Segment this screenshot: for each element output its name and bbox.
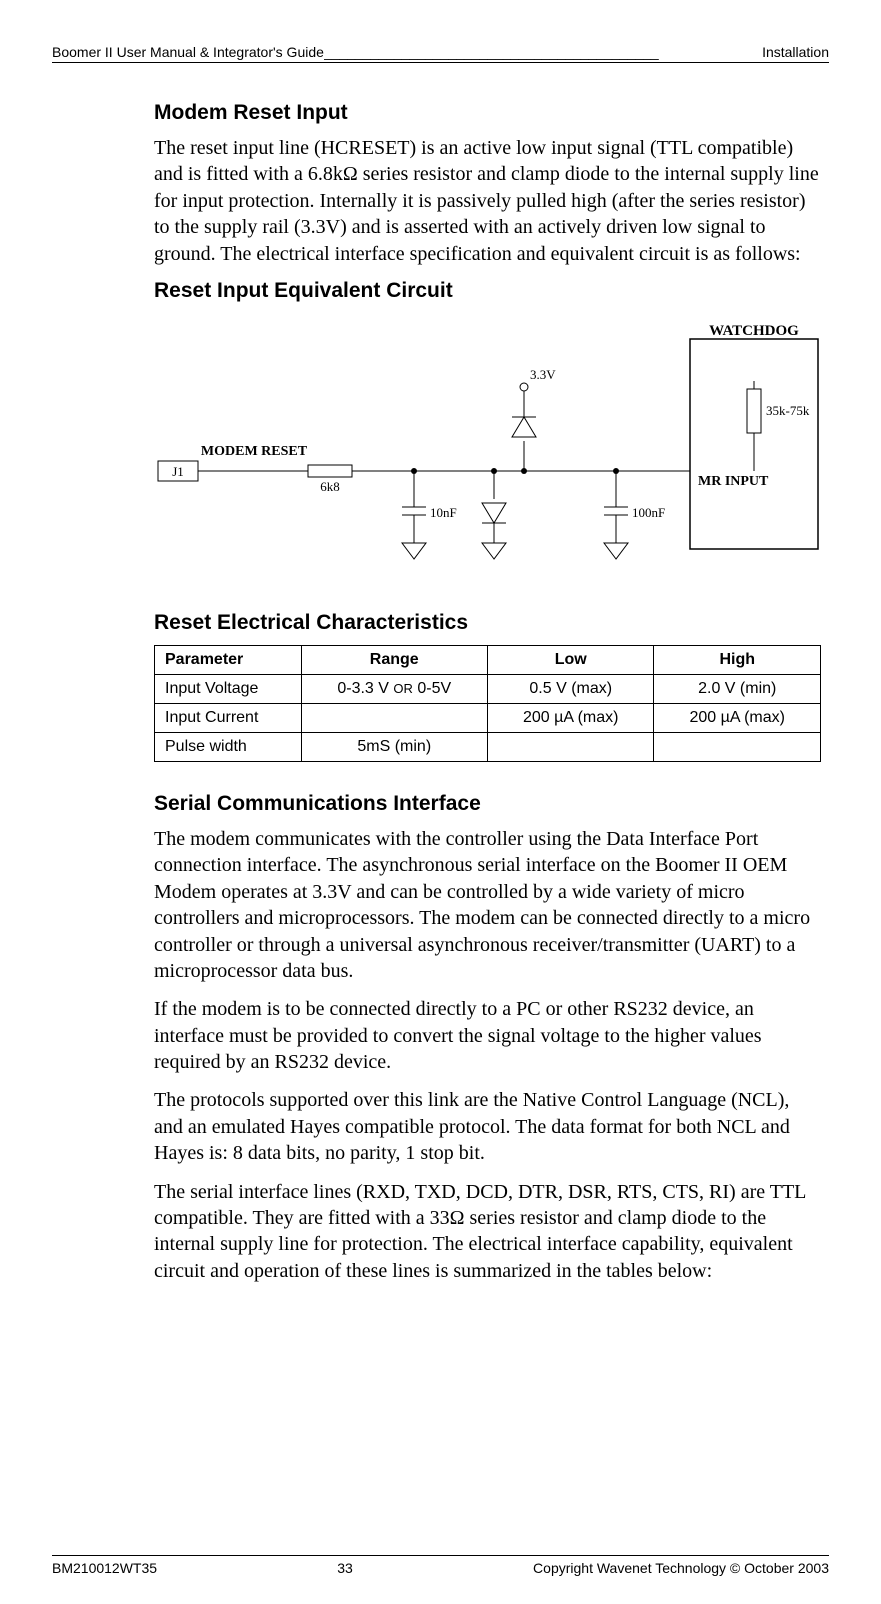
cell-parameter: Pulse width xyxy=(155,732,302,761)
running-header: Boomer II User Manual & Integrator's Gui… xyxy=(52,44,829,63)
label-modem-reset: MODEM RESET xyxy=(201,444,308,459)
cell-range: 0-3.3 V OR 0-5V xyxy=(301,674,487,703)
section-title-circuit: Reset Input Equivalent Circuit xyxy=(154,279,821,303)
para-serial-1: The modem communicates with the controll… xyxy=(154,826,821,984)
label-r-watchdog: 35k-75k xyxy=(766,403,810,418)
cell-high: 2.0 V (min) xyxy=(654,674,821,703)
table-row: Pulse width5mS (min) xyxy=(155,732,821,761)
th-range: Range xyxy=(301,645,487,674)
table-row: Input Voltage0-3.3 V OR 0-5V0.5 V (max)2… xyxy=(155,674,821,703)
figure-reset-circuit: WATCHDOG 35k-75k MR INPUT J1 MODEM RESET… xyxy=(154,321,821,579)
table-body: Input Voltage0-3.3 V OR 0-5V0.5 V (max)2… xyxy=(155,674,821,761)
label-3v3: 3.3V xyxy=(530,367,556,382)
cell-low: 200 µA (max) xyxy=(487,703,654,732)
label-mr-input: MR INPUT xyxy=(698,474,769,489)
cell-parameter: Input Voltage xyxy=(155,674,302,703)
label-10nf: 10nF xyxy=(430,505,457,520)
label-j1: J1 xyxy=(172,464,184,479)
label-watchdog: WATCHDOG xyxy=(709,323,799,339)
label-6k8: 6k8 xyxy=(320,479,340,494)
cell-low: 0.5 V (max) xyxy=(487,674,654,703)
th-parameter: Parameter xyxy=(155,645,302,674)
section-title-serial: Serial Communications Interface xyxy=(154,792,821,816)
section-title-characteristics: Reset Electrical Characteristics xyxy=(154,611,821,635)
para-serial-4: The serial interface lines (RXD, TXD, DC… xyxy=(154,1179,821,1285)
header-right: Installation xyxy=(762,44,829,60)
th-low: Low xyxy=(487,645,654,674)
footer-page-number: 33 xyxy=(337,1560,353,1576)
cell-parameter: Input Current xyxy=(155,703,302,732)
table-row: Input Current 200 µA (max)200 µA (max) xyxy=(155,703,821,732)
cell-high xyxy=(654,732,821,761)
footer-right: Copyright Wavenet Technology © October 2… xyxy=(533,1560,829,1576)
para-modem-reset: The reset input line (HCRESET) is an act… xyxy=(154,135,821,267)
para-serial-3: The protocols supported over this link a… xyxy=(154,1087,821,1166)
para-serial-2: If the modem is to be connected directly… xyxy=(154,996,821,1075)
footer-left: BM210012WT35 xyxy=(52,1560,157,1576)
section-title-modem-reset: Modem Reset Input xyxy=(154,101,821,125)
th-high: High xyxy=(654,645,821,674)
header-fill: ________________________________________… xyxy=(324,44,762,60)
label-100nf: 100nF xyxy=(632,505,665,520)
cell-range xyxy=(301,703,487,732)
cell-high: 200 µA (max) xyxy=(654,703,821,732)
footer: BM210012WT35 33 Copyright Wavenet Techno… xyxy=(52,1555,829,1576)
table-reset-characteristics: Parameter Range Low High Input Voltage0-… xyxy=(154,645,821,762)
header-left: Boomer II User Manual & Integrator's Gui… xyxy=(52,44,324,60)
cell-low xyxy=(487,732,654,761)
cell-range: 5mS (min) xyxy=(301,732,487,761)
